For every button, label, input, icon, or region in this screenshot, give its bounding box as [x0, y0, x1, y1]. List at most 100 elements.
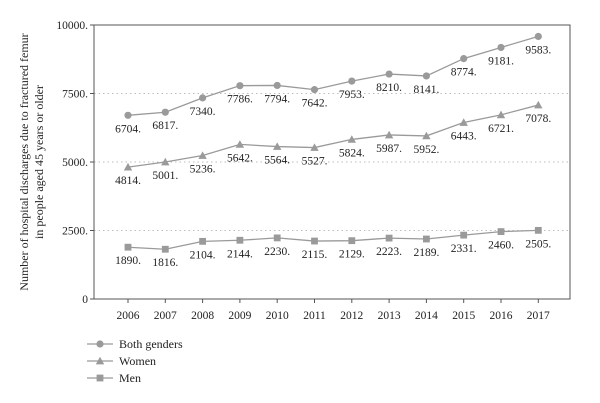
x-tick-label-2007: 2007 [154, 310, 177, 322]
x-tick-label-2014: 2014 [415, 310, 438, 322]
point-women-2014 [422, 131, 431, 140]
data-label-men-2007: 1816. [152, 257, 178, 269]
data-label-men-2017: 2505. [525, 238, 551, 250]
data-label-both-genders-2015: 8774. [451, 67, 477, 79]
x-tick-label-2013: 2013 [378, 310, 401, 322]
legend-marker-men [96, 374, 104, 382]
y-axis-title-line-2: in people aged 45 years or older [32, 85, 46, 239]
data-label-men-2009: 2144. [227, 248, 253, 260]
data-label-women-2016: 6721. [488, 123, 514, 135]
legend-item-both-genders: Both genders [87, 337, 183, 351]
point-women-2009 [235, 140, 245, 148]
point-men-2006 [124, 243, 132, 251]
point-both-genders-2006 [124, 111, 132, 119]
point-both-genders-2015 [460, 54, 468, 63]
data-label-men-2015: 2331. [451, 243, 477, 255]
point-men-2011 [311, 237, 318, 245]
data-label-both-genders-2013: 8210. [376, 82, 402, 94]
point-women-2010 [273, 142, 282, 150]
point-both-genders-2012 [348, 77, 356, 85]
point-both-genders-2009 [236, 82, 244, 90]
x-tick-label-2008: 2008 [191, 310, 214, 322]
data-label-women-2006: 4814. [115, 175, 141, 187]
y-tick-label-10000: 10000. [56, 20, 88, 32]
point-both-genders-2011 [310, 86, 319, 94]
point-men-2013 [385, 234, 393, 242]
data-label-women-2007: 5001. [152, 170, 178, 182]
data-label-both-genders-2010: 7794. [264, 93, 290, 105]
y-axis-title: Number of hospital discharges due to fra… [17, 33, 46, 290]
x-tick-label-2015: 2015 [452, 310, 475, 322]
data-label-men-2011: 2115. [302, 249, 328, 261]
point-men-2016 [497, 228, 505, 235]
x-tick-label-2016: 2016 [490, 310, 513, 322]
data-label-women-2011: 5527. [302, 156, 328, 168]
data-label-men-2008: 2104. [190, 249, 216, 261]
legend-label-men: Men [119, 371, 141, 385]
data-label-men-2016: 2460. [488, 240, 514, 252]
legend: Both genders Women Men [87, 337, 183, 385]
series-men [124, 226, 542, 253]
data-label-both-genders-2016: 9181. [488, 55, 514, 67]
legend-marker-both-genders [96, 340, 104, 348]
x-tick-label-2006: 2006 [117, 310, 140, 322]
data-label-both-genders-2006: 6704. [115, 123, 141, 135]
data-label-women-2008: 5236. [190, 164, 216, 176]
point-women-2013 [384, 130, 394, 139]
series-line-women [127, 104, 539, 168]
x-tick-label-2017: 2017 [527, 310, 550, 322]
data-label-both-genders-2011: 7642. [302, 98, 328, 110]
legend-marker-women [95, 356, 105, 365]
data-label-women-2013: 5987. [376, 143, 402, 155]
x-tick-label-2011: 2011 [303, 310, 326, 322]
point-men-2010 [273, 234, 281, 242]
y-axis-title-line-1: Number of hospital discharges due to fra… [17, 33, 31, 290]
data-label-men-2013: 2223. [376, 246, 402, 258]
data-label-both-genders-2017: 9583. [525, 44, 551, 56]
point-men-2012 [348, 237, 356, 245]
legend-label-women: Women [119, 354, 156, 368]
point-both-genders-2013 [385, 70, 393, 78]
data-label-women-2012: 5824. [339, 147, 365, 159]
data-label-both-genders-2014: 8141. [413, 84, 439, 96]
data-label-women-2014: 5952. [413, 144, 439, 156]
x-tick-label-2009: 2009 [228, 310, 251, 322]
data-label-both-genders-2008: 7340. [190, 106, 216, 118]
point-both-genders-2010 [273, 81, 281, 90]
series-line-both-genders [127, 35, 539, 116]
point-both-genders-2008 [199, 94, 207, 102]
data-label-women-2015: 6443. [451, 130, 477, 142]
legend-item-men: Men [87, 371, 141, 385]
data-label-men-2014: 2189. [413, 247, 439, 259]
data-label-men-2010: 2230. [264, 246, 290, 258]
point-men-2008 [199, 237, 206, 245]
axes [90, 24, 571, 303]
point-both-genders-2014 [422, 72, 430, 80]
point-men-2017 [534, 226, 542, 234]
data-label-women-2010: 5564. [264, 155, 290, 167]
grid-lines [94, 93, 570, 231]
point-both-genders-2017 [534, 32, 542, 41]
data-label-men-2012: 2129. [339, 249, 365, 261]
series-line-men [127, 229, 539, 250]
point-women-2008 [198, 151, 207, 159]
data-labels: 6704. 6817. 7340. 7786. 7794. 7642. 7953. 8210.… [115, 44, 551, 269]
data-label-men-2006: 1890. [115, 255, 141, 267]
y-tick-label-2500: 2500. [62, 226, 88, 238]
y-tick-label-5000: 5000. [62, 157, 88, 169]
data-label-women-2009: 5642. [227, 152, 253, 164]
point-men-2009 [236, 236, 244, 244]
point-men-2015 [460, 231, 468, 239]
legend-item-women: Women [87, 354, 156, 368]
point-women-2015 [459, 118, 468, 126]
point-women-2007 [161, 157, 170, 166]
point-women-2016 [496, 110, 506, 119]
y-tick-label-0: 0 [82, 294, 88, 306]
point-both-genders-2007 [161, 108, 169, 116]
x-tick-label-2012: 2012 [340, 310, 363, 322]
x-tick-label-2010: 2010 [266, 310, 289, 322]
series-women [123, 100, 543, 171]
data-label-both-genders-2007: 6817. [152, 120, 178, 132]
point-women-2012 [347, 135, 356, 143]
